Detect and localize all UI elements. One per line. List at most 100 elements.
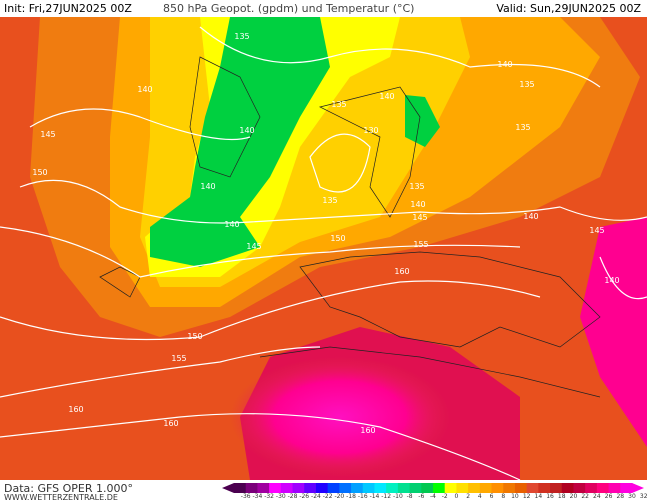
colorbar-label: -22 [322,493,333,500]
colorbar-label: 22 [581,493,589,500]
contour-label: 135 [234,32,249,41]
valid-time: Valid: Sun,29JUN2025 00Z [496,2,641,15]
colorbar-label: -28 [287,493,298,500]
colorbar-swatch [433,483,446,493]
colorbar-swatch [304,483,317,493]
contour-label: 150 [330,234,345,243]
contour-label: 140 [224,220,239,229]
contour-label: 150 [187,332,202,341]
geopotential-contours [0,26,647,480]
contour-label: 150 [32,168,47,177]
colorbar-label: 32 [639,493,647,500]
contour-label: 140 [200,182,215,191]
colorbar-label: -10 [392,493,403,500]
contour-label: 145 [246,242,261,251]
contour-label: 130 [363,126,378,135]
contour-label: 140 [239,126,254,135]
colorbar-swatch [397,483,411,493]
colorbar-swatch [526,483,539,493]
contour-label: 155 [171,354,186,363]
contour-label: 140 [410,200,425,209]
colorbar-label: -6 [418,493,425,500]
weather-map: 135 140 135 140 140 135 145 140 130 135 150 140 135 1… [0,17,647,480]
colorbar-swatch [339,483,352,493]
colorbar-swatch [374,483,387,493]
colorbar-label: -24 [311,493,321,500]
colorbar-swatch [444,483,457,493]
colorbar-swatch [620,483,633,493]
colorbar-max-arrow [632,483,644,493]
contour-label: 160 [360,426,375,435]
contour-label: 140 [137,85,152,94]
colorbar-label: -26 [299,493,310,500]
colorbar-label: 8 [501,493,506,500]
colorbar-swatch [269,483,282,493]
colorbar-label: 30 [628,493,636,500]
colorbar-label: 6 [489,493,494,500]
colorbar-swatch [596,483,610,493]
colorbar-label: 0 [454,493,459,500]
colorbar-label: -34 [252,493,263,500]
colorbar-swatch [608,483,621,493]
colorbar-swatch [491,483,504,493]
colorbar-swatch [503,483,516,493]
colorbar-label: -30 [275,493,286,500]
contour-label: 135 [519,80,534,89]
contour-label: 140 [523,212,538,221]
colorbar-label: 10 [511,493,519,500]
colorbar-label: 18 [557,493,566,500]
colorbar-label: 26 [604,493,613,500]
colorbar-swatch [550,483,563,493]
contour-label: 145 [589,226,604,235]
colorbar-swatch [479,483,493,493]
sahara-hot-core [230,357,450,477]
colorbar-label: 24 [593,493,601,500]
contour-label: 160 [394,267,409,276]
header: Init: Fri,27JUN2025 00Z 850 hPa Geopot. … [0,0,647,17]
colorbar-swatch [468,483,481,493]
colorbar-swatch [280,483,294,493]
colorbar-swatch [292,483,305,493]
contour-label: 135 [331,100,346,109]
colorbar-label: -16 [357,493,368,500]
field-0-green [150,17,330,267]
colorbar-label: -12 [381,493,392,500]
colorbar-label: 12 [522,493,531,500]
map-title: 850 hPa Geopot. (gpdm) und Temperatur (°… [163,2,415,15]
colorbar-swatch [245,483,258,493]
website: WWW.WETTERZENTRALE.DE [4,493,118,502]
contour-label: 160 [68,405,83,414]
colorbar-swatch [421,483,434,493]
colorbar-swatch [351,483,364,493]
colorbar-label: -32 [264,493,275,500]
colorbar-label: 14 [534,493,543,500]
colorbar-label: -18 [346,493,356,500]
colorbar-label: 20 [569,493,578,500]
colorbar-label: -36 [240,493,251,500]
contour-label: 140 [604,276,619,285]
colorbar-swatch [561,483,574,493]
colorbar-label: 16 [546,493,554,500]
contour-label: 145 [40,130,55,139]
colorbar-swatch [257,483,270,493]
contour-label: 135 [409,182,424,191]
contour-label: 140 [497,60,512,69]
east-hot-field [580,217,647,447]
init-time: Init: Fri,27JUN2025 00Z [4,2,132,15]
colorbar-min-arrow [222,483,234,493]
contour-label: 140 [379,92,394,101]
colorbar-swatch [585,483,598,493]
contour-label: 155 [413,240,428,249]
contour-label: 135 [322,196,337,205]
colorbar-swatch [386,483,399,493]
data-source: Data: GFS OPER 1.000° [4,482,133,495]
colorbar-swatch [234,483,247,493]
colorbar-label: -20 [334,493,345,500]
colorbar-label: -2 [441,493,448,500]
colorbar-swatch [315,483,329,493]
colorbar-label: -14 [369,493,380,500]
contour-label: 145 [412,213,427,222]
colorbar-swatch [409,483,422,493]
colorbar-label: -8 [406,493,413,500]
contour-label: 135 [515,123,530,132]
